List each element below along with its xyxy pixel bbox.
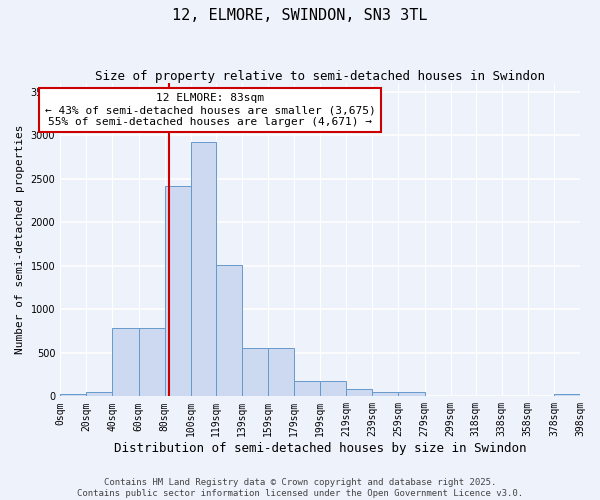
Y-axis label: Number of semi-detached properties: Number of semi-detached properties [15, 125, 25, 354]
Bar [164, 186, 191, 396]
Text: Contains HM Land Registry data © Crown copyright and database right 2025.
Contai: Contains HM Land Registry data © Crown c… [77, 478, 523, 498]
Bar [139, 328, 164, 396]
Bar [60, 394, 86, 396]
Bar [373, 392, 398, 396]
Bar [398, 392, 425, 396]
Bar [294, 381, 320, 396]
Text: 12, ELMORE, SWINDON, SN3 3TL: 12, ELMORE, SWINDON, SN3 3TL [172, 8, 428, 22]
Bar [112, 328, 139, 396]
Bar [242, 348, 268, 397]
Bar [346, 390, 373, 396]
Bar [268, 348, 294, 397]
Bar [554, 394, 580, 396]
X-axis label: Distribution of semi-detached houses by size in Swindon: Distribution of semi-detached houses by … [114, 442, 526, 455]
Text: 12 ELMORE: 83sqm
← 43% of semi-detached houses are smaller (3,675)
55% of semi-d: 12 ELMORE: 83sqm ← 43% of semi-detached … [45, 94, 376, 126]
Bar [191, 142, 215, 397]
Title: Size of property relative to semi-detached houses in Swindon: Size of property relative to semi-detach… [95, 70, 545, 83]
Bar [86, 392, 112, 396]
Bar [320, 381, 346, 396]
Bar [215, 265, 242, 396]
